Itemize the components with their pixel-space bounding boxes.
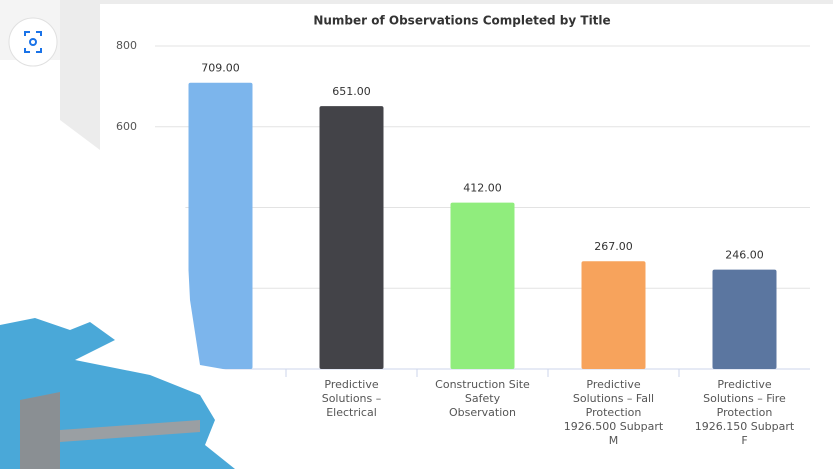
chart-title: Number of Observations Completed by Titl… (313, 14, 610, 28)
lens-icon-dot (29, 38, 37, 46)
data-label: 267.00 (594, 240, 633, 253)
overlay-mask (300, 418, 350, 442)
lens-button[interactable] (8, 17, 58, 67)
lens-icon (24, 31, 42, 53)
bar (319, 106, 384, 369)
overlay-image (0, 60, 350, 469)
bar (188, 82, 253, 370)
y-tick-label: 800 (116, 39, 137, 52)
y-tick-label: 600 (116, 120, 137, 133)
bar (712, 269, 777, 369)
bar (450, 202, 515, 369)
data-label: 709.00 (201, 62, 240, 75)
x-tick-label: Construction Site Safety Observation (435, 378, 530, 419)
x-tick-label: Predictive Solutions – Electrical (322, 378, 382, 419)
data-label: 246.00 (725, 249, 764, 262)
photo-post (20, 392, 60, 469)
bar (581, 261, 646, 369)
photo-beam (60, 420, 200, 442)
plot: 0200400600800709.00651.00PredictiveSolut… (116, 39, 810, 447)
x-tick-label: Predictive Solutions – Fire Protection 1926… (695, 378, 795, 447)
data-label: 412.00 (463, 182, 502, 195)
x-tick-label: Predictive Solutions – Fall Protection 1926… (564, 378, 664, 447)
data-label: 651.00 (332, 85, 371, 98)
